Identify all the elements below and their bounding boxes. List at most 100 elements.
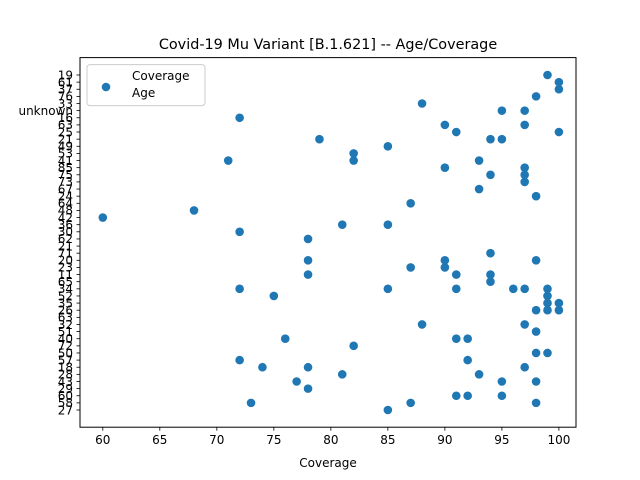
data-point <box>486 134 495 144</box>
data-point <box>520 106 529 115</box>
data-point <box>269 291 279 301</box>
legend-frame <box>86 64 206 107</box>
data-point <box>235 113 244 123</box>
y-tick-label: 32 <box>58 318 73 332</box>
data-point <box>383 405 393 415</box>
data-point <box>235 355 244 365</box>
x-tick-label: 65 <box>152 433 167 447</box>
data-point <box>337 370 347 379</box>
x-tick-label: 95 <box>494 433 509 447</box>
y-tick-label: 50 <box>58 346 73 360</box>
y-tick-label: 53 <box>58 147 73 161</box>
data-point <box>497 391 507 401</box>
data-point <box>486 170 495 180</box>
y-tick-label: 71 <box>58 246 73 260</box>
y-tick-label: 42 <box>58 211 73 225</box>
data-point <box>486 277 495 287</box>
y-tick-label: 41 <box>58 154 73 168</box>
data-point <box>451 334 461 344</box>
y-tick-label: 23 <box>58 261 73 275</box>
y-tick-label: 85 <box>58 161 73 175</box>
y-tick-label: 64 <box>58 197 73 211</box>
data-point <box>531 377 541 386</box>
x-tick-label: 70 <box>209 433 224 447</box>
data-point <box>417 320 427 329</box>
y-tick-label: 61 <box>58 75 73 89</box>
data-point <box>463 391 472 401</box>
data-point <box>543 70 552 80</box>
data-point <box>554 127 564 137</box>
data-point <box>543 298 552 308</box>
data-point <box>531 348 541 358</box>
data-point <box>451 127 461 137</box>
data-point <box>543 291 552 301</box>
y-axis: 2758602943281857507240513263263552346511… <box>18 68 80 417</box>
data-point <box>543 284 552 294</box>
x-axis: 60 65 70 75 80 85 90 95 100 <box>95 427 570 447</box>
y-tick-label: 21 <box>58 132 73 146</box>
legend-marker <box>101 82 111 92</box>
y-tick-label: 30 <box>58 225 73 239</box>
y-tick-label: 65 <box>58 275 73 289</box>
y-tick-label: 51 <box>58 325 73 339</box>
data-point <box>406 198 415 208</box>
data-point <box>531 398 541 408</box>
data-point <box>531 256 541 265</box>
data-point <box>554 298 564 308</box>
y-tick-label: 36 <box>58 218 73 232</box>
data-point <box>349 341 358 351</box>
data-point <box>98 213 108 222</box>
data-point <box>303 234 313 244</box>
y-tick-label: 58 <box>58 396 73 410</box>
y-tick-label: 63 <box>58 311 73 325</box>
y-tick-label: 28 <box>58 368 73 382</box>
y-tick-label: 43 <box>58 375 73 389</box>
data-point <box>235 284 244 294</box>
y-tick-label: 34 <box>58 282 73 296</box>
data-point <box>474 156 484 165</box>
data-point <box>497 377 507 386</box>
y-tick-label: 35 <box>58 296 73 310</box>
data-point <box>451 284 461 294</box>
data-point <box>531 191 541 201</box>
data-point <box>486 270 495 279</box>
data-point <box>531 305 541 315</box>
y-tick-label: 37 <box>58 83 73 97</box>
data-point <box>406 263 415 272</box>
y-tick-label: 49 <box>58 140 73 154</box>
y-tick-label: 19 <box>58 68 73 82</box>
x-tick-label: 90 <box>437 433 452 447</box>
data-point <box>303 256 313 265</box>
y-tick-label: 76 <box>58 90 73 104</box>
y-tick-label: 60 <box>58 389 73 403</box>
data-point <box>292 377 301 386</box>
data-point <box>235 227 244 237</box>
data-point <box>531 92 541 101</box>
data-point <box>520 163 529 172</box>
data-point <box>383 220 393 229</box>
data-point <box>258 362 267 372</box>
data-point <box>303 384 313 393</box>
y-tick-label: 26 <box>58 304 73 318</box>
data-point <box>315 134 324 144</box>
data-point <box>440 263 450 272</box>
data-point <box>463 355 472 365</box>
data-point <box>246 398 256 408</box>
y-tick-label: 11 <box>58 268 73 282</box>
data-point <box>189 206 199 215</box>
y-tick-label: 27 <box>58 403 73 417</box>
chart-title: Covid-19 Mu Variant [B.1.621] -- Age/Cov… <box>159 37 497 53</box>
plot-marks <box>98 70 564 415</box>
data-point <box>303 270 313 279</box>
y-tick-label: 63 <box>58 118 73 132</box>
y-tick-label: 52 <box>58 289 73 303</box>
x-tick-label: 75 <box>266 433 281 447</box>
data-point <box>383 141 393 151</box>
data-point <box>497 106 507 115</box>
y-tick-label: 20 <box>58 254 73 268</box>
data-point <box>223 156 233 165</box>
y-tick-label: 62 <box>58 232 73 246</box>
data-point <box>486 248 495 258</box>
data-point <box>520 170 529 180</box>
